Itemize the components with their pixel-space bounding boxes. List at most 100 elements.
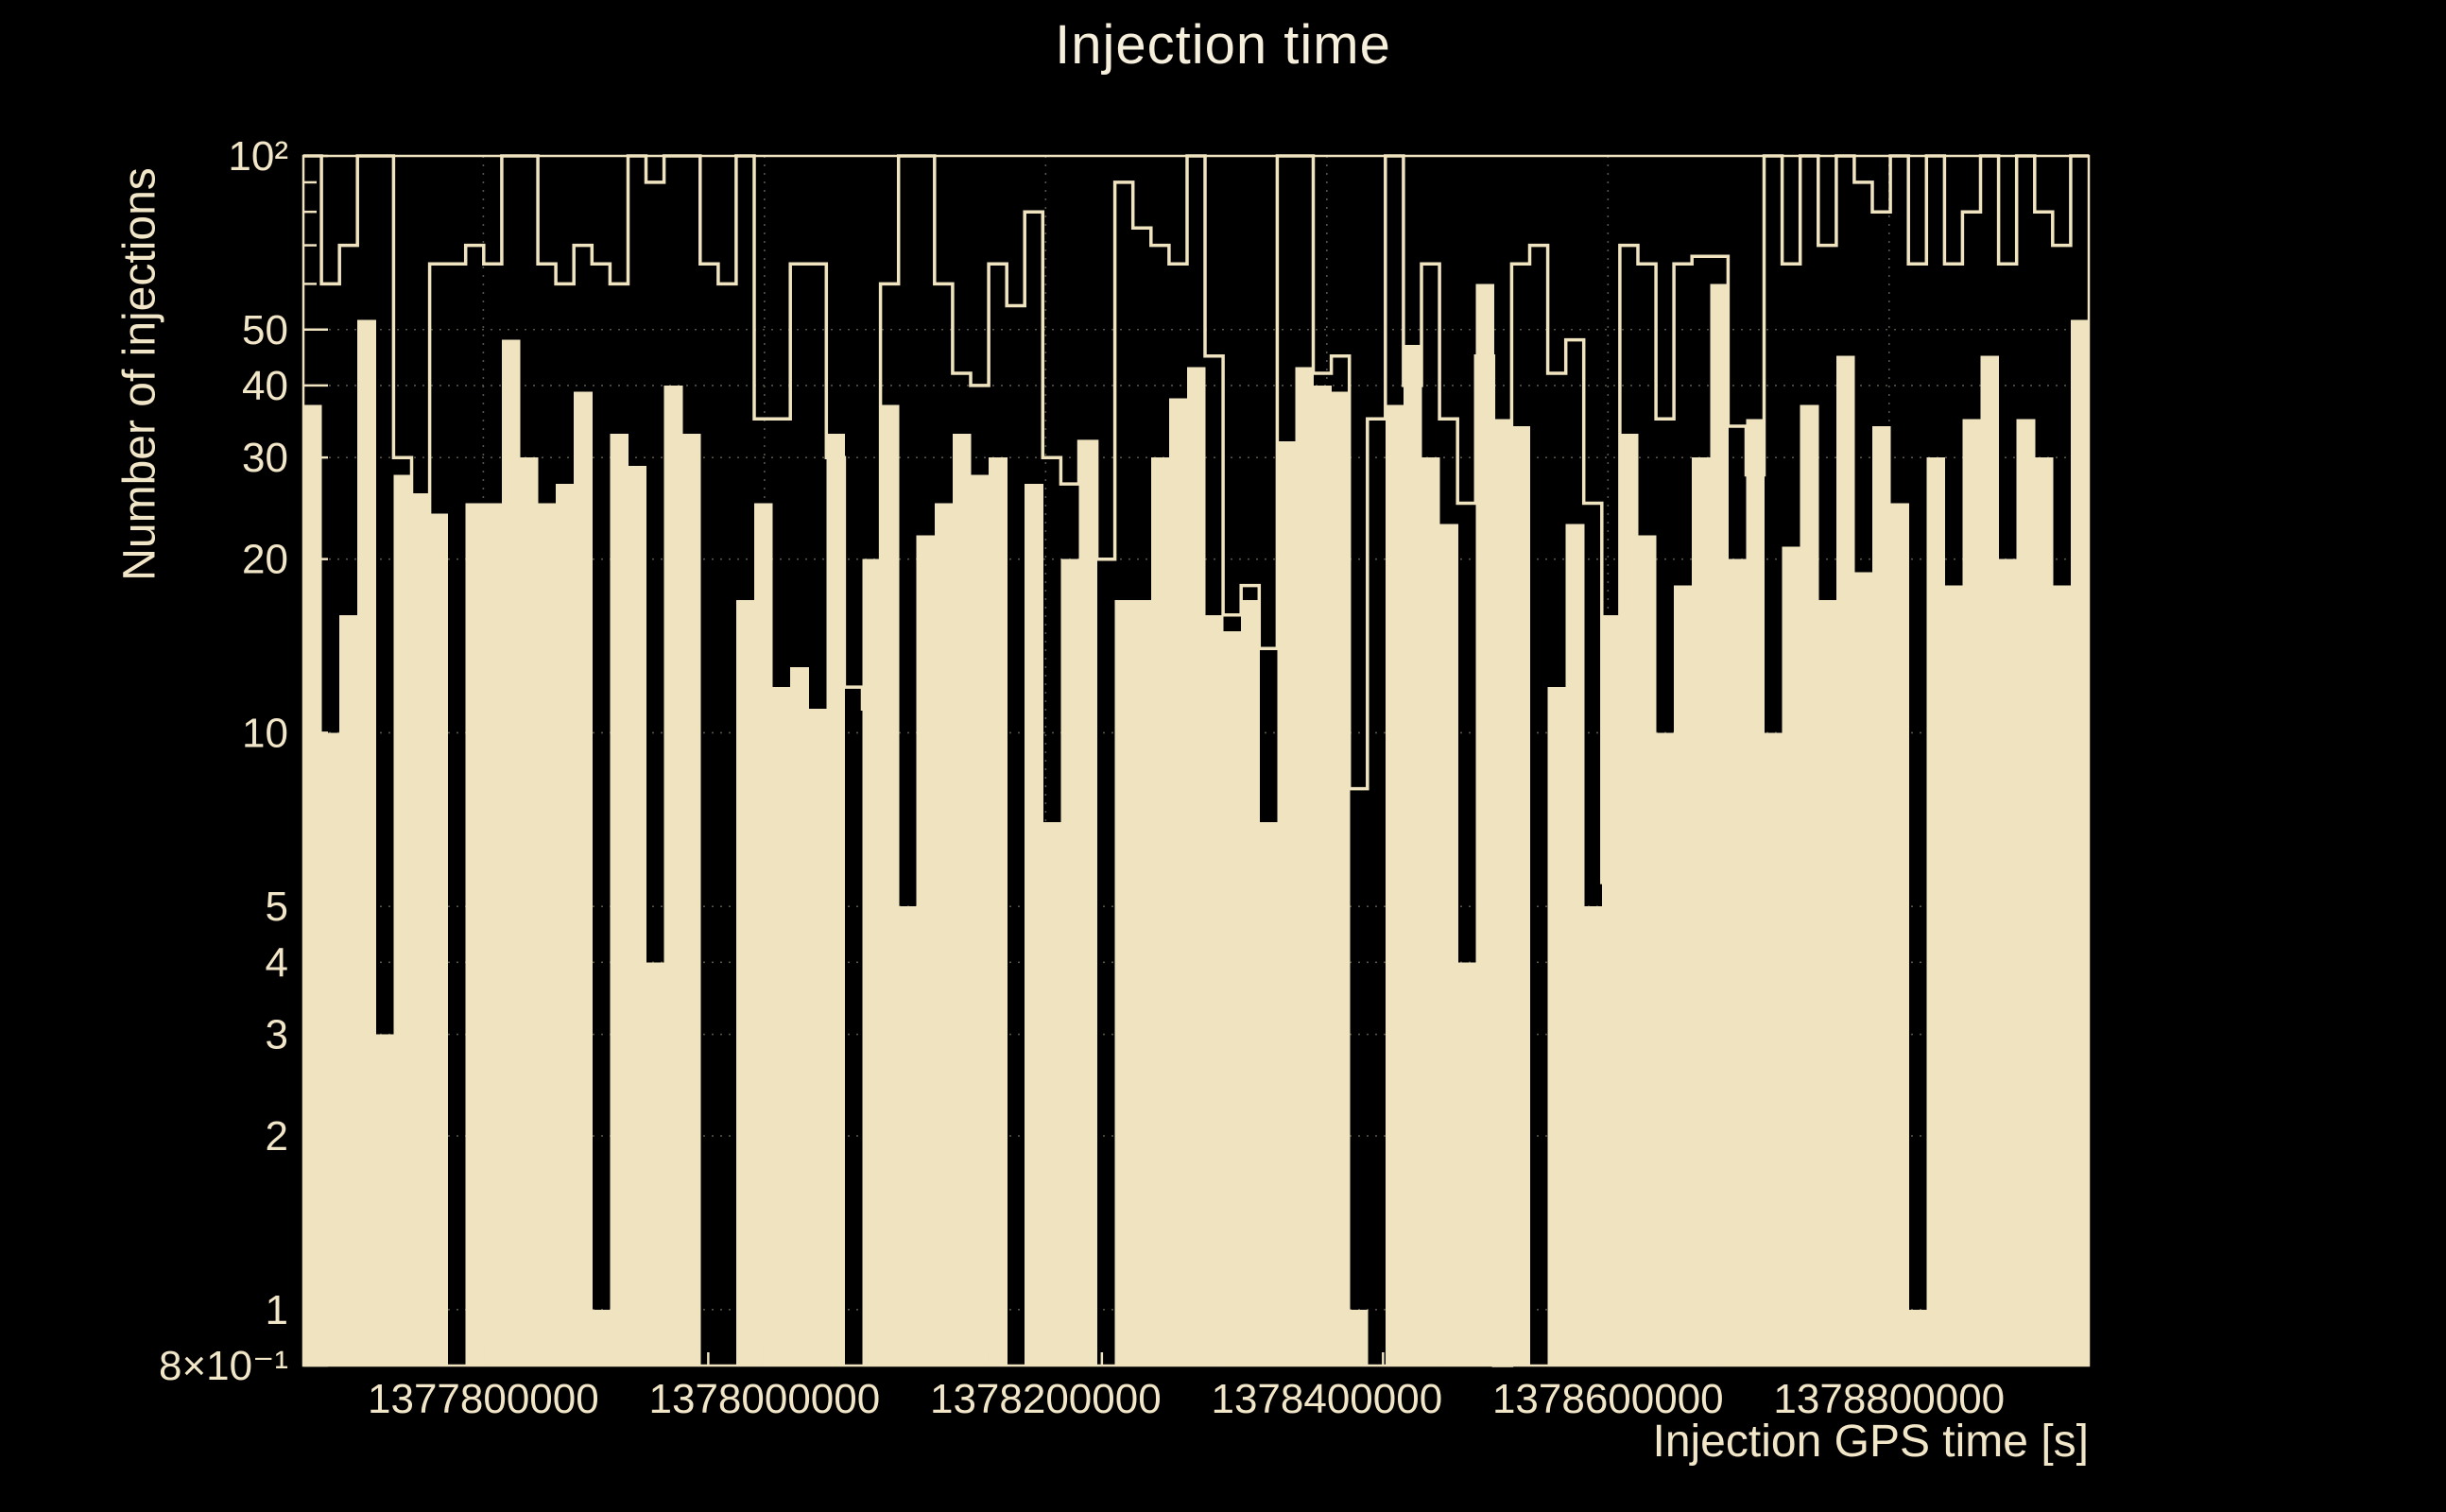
y-tick-label: 5	[266, 884, 288, 930]
histogram-bar	[1060, 558, 1080, 1366]
histogram-bar	[862, 558, 882, 1366]
histogram-bar	[1168, 398, 1188, 1366]
histogram-bar	[1223, 630, 1242, 1366]
x-tick-label: 1378200000	[930, 1376, 1162, 1422]
histogram-bar	[2034, 457, 2054, 1366]
chart-title: Injection time	[1055, 14, 1391, 76]
histogram-bar	[1583, 906, 1603, 1366]
y-tick-label: 8×10⁻¹	[159, 1343, 288, 1389]
histogram-bar	[321, 732, 340, 1366]
histogram-bar	[826, 433, 846, 1366]
histogram-bar	[465, 503, 485, 1366]
histogram-bar	[1186, 367, 1206, 1366]
histogram-bar	[1692, 457, 1711, 1366]
histogram-bar	[1980, 355, 2000, 1366]
y-tick-label: 4	[266, 939, 288, 986]
histogram-bar	[1150, 457, 1170, 1366]
histogram-bar	[916, 535, 936, 1366]
y-tick-label: 30	[242, 435, 288, 481]
histogram-bar	[1782, 546, 1801, 1366]
histogram-bar	[772, 687, 791, 1366]
histogram-bar	[1872, 425, 1891, 1366]
histogram-bar	[429, 513, 449, 1366]
histogram-bar	[1313, 385, 1333, 1366]
histogram-bar	[1926, 457, 1945, 1366]
histogram-bar	[934, 503, 954, 1366]
histogram-bar	[1764, 732, 1783, 1366]
histogram-bar	[483, 503, 503, 1366]
histogram-bar	[556, 484, 575, 1366]
histogram-bar	[1132, 599, 1152, 1366]
y-tick-label: 40	[242, 363, 288, 409]
histogram-bar	[1890, 503, 1909, 1366]
histogram-bar	[1349, 1309, 1369, 1366]
x-tick-label: 1378400000	[1211, 1376, 1442, 1422]
histogram-bar	[1835, 355, 1855, 1366]
histogram-bar	[1674, 585, 1693, 1366]
y-tick-label: 2	[266, 1113, 288, 1160]
histogram-bar	[1421, 457, 1440, 1366]
histogram-bar	[1295, 367, 1315, 1366]
y-tick-label: 10²	[228, 133, 288, 180]
histogram-bar	[1205, 614, 1224, 1366]
histogram-bar	[1656, 732, 1675, 1366]
histogram-bar	[501, 339, 521, 1366]
histogram-bar	[1800, 404, 1819, 1366]
histogram-bar	[1746, 419, 1766, 1366]
histogram-bar	[538, 503, 557, 1366]
histogram-bar	[1547, 687, 1567, 1366]
histogram-bar	[735, 599, 755, 1366]
histogram-bar	[339, 614, 358, 1366]
histogram-bar	[880, 404, 900, 1366]
histogram-bar	[1565, 524, 1585, 1366]
histogram-bar	[592, 1309, 611, 1366]
histogram-bar	[574, 391, 593, 1366]
histogram-bar	[1908, 1309, 1927, 1366]
x-tick-label: 1378600000	[1492, 1376, 1724, 1422]
histogram-bar	[1457, 962, 1476, 1366]
y-tick-label: 1	[266, 1287, 288, 1333]
histogram-bar	[1817, 599, 1837, 1366]
histogram-bar	[1619, 433, 1639, 1366]
x-tick-label: 1377800000	[368, 1376, 599, 1422]
histogram-bar	[610, 433, 629, 1366]
histogram-bar	[952, 433, 972, 1366]
histogram-bar	[1601, 614, 1621, 1366]
histogram-bar	[1944, 585, 1964, 1366]
histogram-bar	[790, 666, 809, 1366]
histogram-bar	[1277, 441, 1297, 1366]
histogram-bar	[898, 906, 918, 1366]
histogram-bar	[357, 319, 376, 1366]
histogram-bar	[1493, 419, 1513, 1366]
histogram-bar	[2070, 319, 2090, 1366]
histogram-bar	[411, 493, 431, 1366]
histogram-bar	[1998, 558, 2018, 1366]
histogram-bar	[1385, 404, 1404, 1366]
histogram-bar	[646, 962, 665, 1366]
histogram-bar	[1728, 558, 1748, 1366]
plot-frame	[301, 154, 2091, 1367]
histogram-bar	[1511, 425, 1531, 1366]
histogram-bar	[808, 709, 827, 1366]
histogram-bar	[1078, 441, 1098, 1366]
histogram-bar	[1025, 484, 1043, 1366]
histogram-bar	[1853, 572, 1873, 1366]
histogram-bar	[303, 404, 322, 1366]
histogram-bar	[628, 466, 647, 1366]
histogram-bar	[1710, 284, 1729, 1366]
histogram-bar	[681, 433, 701, 1366]
histogram-bar	[1241, 599, 1260, 1366]
histogram-bar	[393, 474, 413, 1366]
histogram-bar	[1475, 284, 1494, 1366]
histogram-bar	[375, 1034, 395, 1366]
x-axis-title: Injection GPS time [s]	[1652, 1417, 2089, 1467]
histogram-bar	[2052, 585, 2072, 1366]
histogram-bar	[2016, 419, 2036, 1366]
histogram-bar	[519, 457, 539, 1366]
x-tick-label: 1378000000	[649, 1376, 881, 1422]
histogram-bar	[754, 503, 773, 1366]
y-tick-label: 3	[266, 1012, 288, 1058]
histogram-bar	[1259, 821, 1278, 1366]
x-tick-label: 1378800000	[1773, 1376, 2005, 1422]
